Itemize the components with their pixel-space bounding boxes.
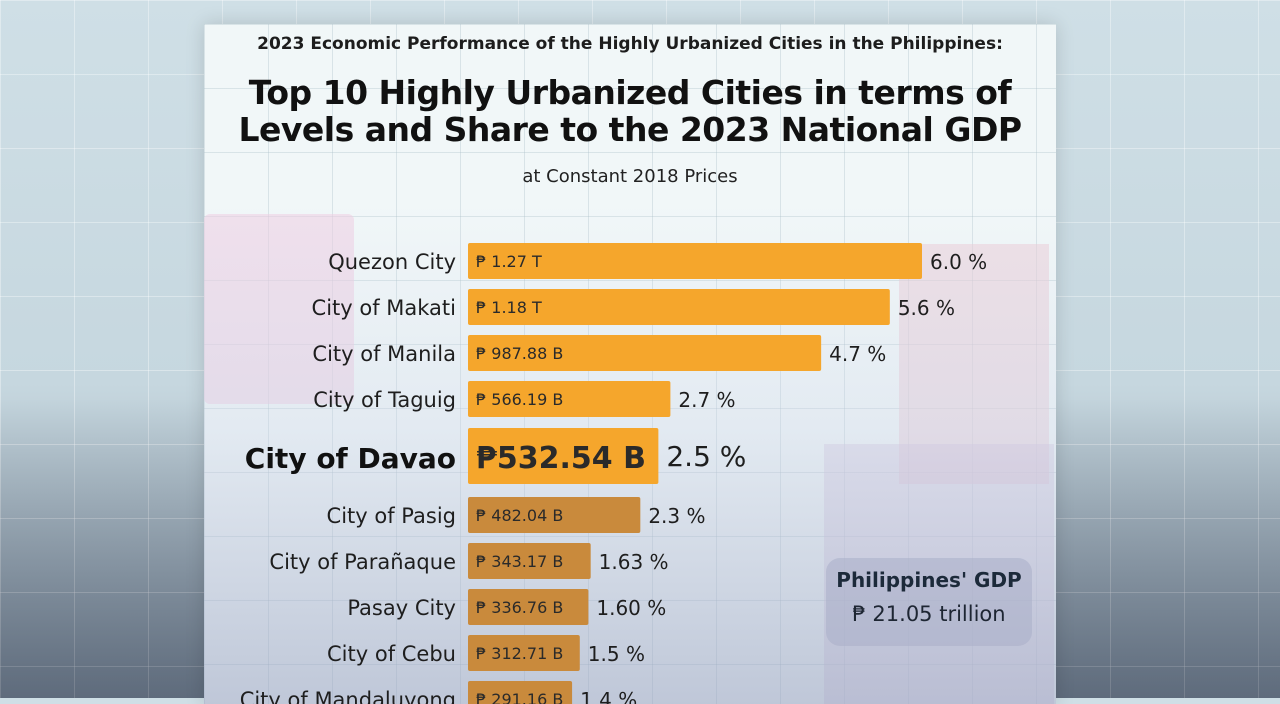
bar-chart: Quezon City ₱ 1.27 T 6.0 % City of Makati ₱ … bbox=[240, 243, 987, 704]
gdp-box: Philippines' GDP ₱ 21.05 trillion bbox=[826, 558, 1032, 646]
share-label: 2.7 % bbox=[678, 388, 735, 412]
price-note: at Constant 2018 Prices bbox=[522, 166, 738, 187]
bar bbox=[468, 497, 641, 533]
category-label: City of Parañaque bbox=[269, 550, 456, 574]
share-label: 1.4 % bbox=[580, 688, 637, 704]
bar bbox=[468, 589, 589, 625]
share-label: 2.5 % bbox=[666, 440, 746, 473]
value-label: ₱ 343.17 B bbox=[476, 552, 563, 571]
bar bbox=[468, 243, 922, 279]
value-label: ₱ 291.16 B bbox=[476, 690, 563, 704]
share-label: 1.60 % bbox=[596, 596, 666, 620]
bar bbox=[468, 289, 890, 325]
share-label: 6.0 % bbox=[930, 250, 987, 274]
share-label: 4.7 % bbox=[829, 342, 886, 366]
value-label: ₱ 1.18 T bbox=[476, 298, 542, 317]
value-label: ₱ 336.76 B bbox=[476, 598, 563, 617]
share-label: 1.5 % bbox=[588, 642, 645, 666]
share-label: 5.6 % bbox=[898, 296, 955, 320]
value-label: ₱532.54 B bbox=[476, 441, 646, 476]
bar bbox=[468, 635, 580, 671]
gdp-title: Philippines' GDP bbox=[836, 568, 1022, 592]
category-label: Pasay City bbox=[347, 596, 456, 620]
share-label: 1.63 % bbox=[599, 550, 669, 574]
category-label: City of Pasig bbox=[327, 504, 456, 528]
share-label: 2.3 % bbox=[648, 504, 705, 528]
value-label: ₱ 482.04 B bbox=[476, 506, 563, 525]
bar bbox=[468, 335, 822, 371]
header-subtitle: 2023 Economic Performance of the Highly … bbox=[257, 34, 1003, 54]
value-label: ₱ 312.71 B bbox=[476, 644, 563, 663]
value-label: ₱ 1.27 T bbox=[476, 252, 542, 271]
category-label: City of Manila bbox=[312, 342, 456, 366]
title-line-2: Levels and Share to the 2023 National GD… bbox=[238, 110, 1022, 149]
category-label: City of Makati bbox=[312, 296, 456, 320]
bar bbox=[468, 428, 659, 484]
category-label: City of Davao bbox=[245, 442, 456, 475]
infographic-panel: 2023 Economic Performance of the Highly … bbox=[204, 24, 1056, 704]
category-label: City of Cebu bbox=[327, 642, 456, 666]
bar bbox=[468, 543, 591, 579]
value-label: ₱ 566.19 B bbox=[476, 390, 563, 409]
category-label: City of Taguig bbox=[313, 388, 456, 412]
gdp-value: ₱ 21.05 trillion bbox=[852, 602, 1006, 626]
category-label: City of Mandaluyong bbox=[240, 688, 456, 704]
bar bbox=[468, 381, 671, 417]
value-label: ₱ 987.88 B bbox=[476, 344, 563, 363]
chart-title: Top 10 Highly Urbanized Cities in terms … bbox=[204, 74, 1056, 148]
category-label: Quezon City bbox=[328, 250, 456, 274]
title-line-1: Top 10 Highly Urbanized Cities in terms … bbox=[248, 73, 1012, 112]
